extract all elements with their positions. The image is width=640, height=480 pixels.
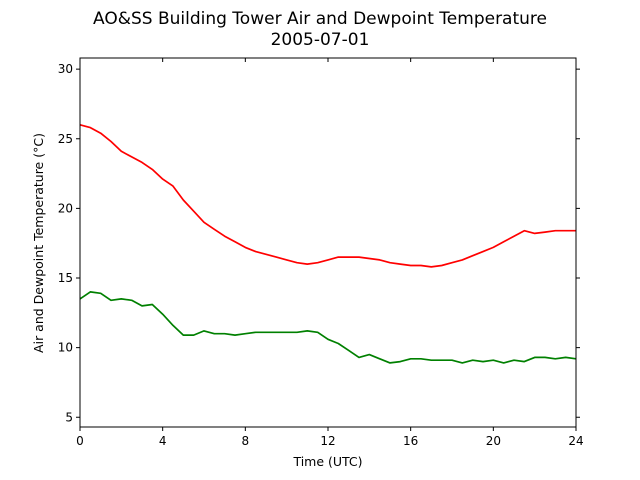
x-tick-label: 12	[320, 434, 335, 448]
chart-subtitle: 2005-07-01	[271, 30, 370, 50]
y-tick-label: 10	[58, 341, 73, 355]
series-line-1	[79, 123, 576, 268]
axes: 0 4 8 12 16 20 24 5 10 15 20 25 30	[58, 57, 584, 448]
series-line-2	[79, 291, 577, 364]
y-tick-label: 20	[58, 201, 73, 215]
x-tick-label: 0	[76, 434, 84, 448]
y-axis-label: Air and Dewpoint Temperature (°C)	[31, 133, 46, 353]
x-tick-label: 8	[242, 434, 250, 448]
plot-area	[80, 58, 576, 427]
y-tick-label: 30	[58, 62, 73, 76]
y-tick-label: 25	[58, 132, 73, 146]
x-tick-label: 20	[486, 434, 501, 448]
chart-title: AO&SS Building Tower Air and Dewpoint Te…	[93, 9, 547, 29]
x-tick-label: 4	[159, 434, 167, 448]
x-tick-label: 24	[568, 434, 583, 448]
y-tick-label: 15	[58, 271, 73, 285]
x-axis-label: Time (UTC)	[292, 454, 362, 469]
x-tick-label: 16	[403, 434, 418, 448]
plot-background	[80, 58, 576, 427]
y-tick-label: 5	[65, 410, 73, 424]
series-group	[79, 123, 577, 364]
